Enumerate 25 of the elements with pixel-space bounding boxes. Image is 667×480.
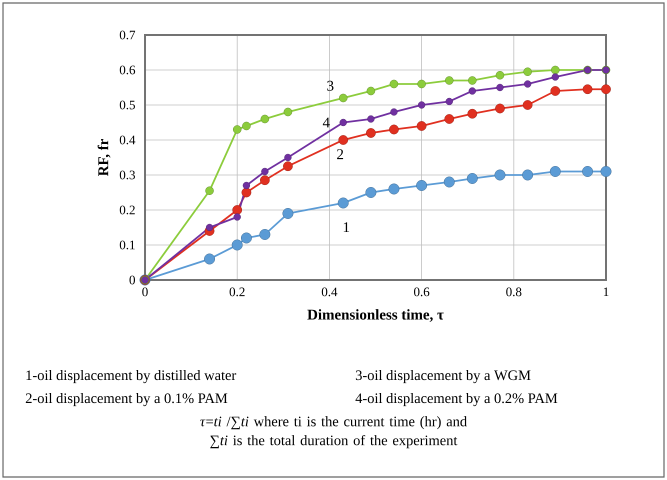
- y-tick-label: 0.5: [120, 100, 135, 110]
- x-axis-title: Dimensionless time, τ: [307, 309, 444, 322]
- series-label: 2: [337, 149, 344, 160]
- y-tick-label: 0.6: [120, 66, 136, 74]
- text: 1-oil displacement by distilled water: [26, 370, 236, 384]
- x-tick-label: 0.4: [322, 288, 338, 296]
- y-tick-label: 0.4: [120, 136, 136, 144]
- x-tick-label: 1: [604, 288, 608, 296]
- y-tick-label: 0.1: [120, 240, 135, 250]
- series-label: 3: [327, 80, 334, 91]
- series-label: 1: [344, 222, 350, 232]
- x-tick-label: 0: [142, 288, 148, 296]
- y-tick-label: 0.3: [120, 170, 135, 180]
- y-tick-label: 0: [130, 276, 135, 284]
- y-axis-title: RF, fr: [98, 138, 110, 176]
- text: τ=ti /∑ti where ti is the current time (hr) and ∑ti is the total duration of the experiment: [200, 416, 467, 448]
- text: 4-oil displacement by a 0.2% PAM: [355, 392, 558, 406]
- x-tick-label: 0.2: [230, 288, 245, 296]
- x-tick-label: 0.6: [414, 288, 430, 296]
- series-label: 4: [322, 118, 330, 128]
- text: 3-oil displacement by a WGM: [356, 370, 531, 384]
- y-tick-label: 0.7: [120, 30, 136, 40]
- x-tick-label: 0.8: [506, 288, 522, 296]
- text: 2-oil displacement by a 0.1% PAM: [26, 392, 228, 406]
- y-tick-label: 0.2: [120, 206, 135, 214]
